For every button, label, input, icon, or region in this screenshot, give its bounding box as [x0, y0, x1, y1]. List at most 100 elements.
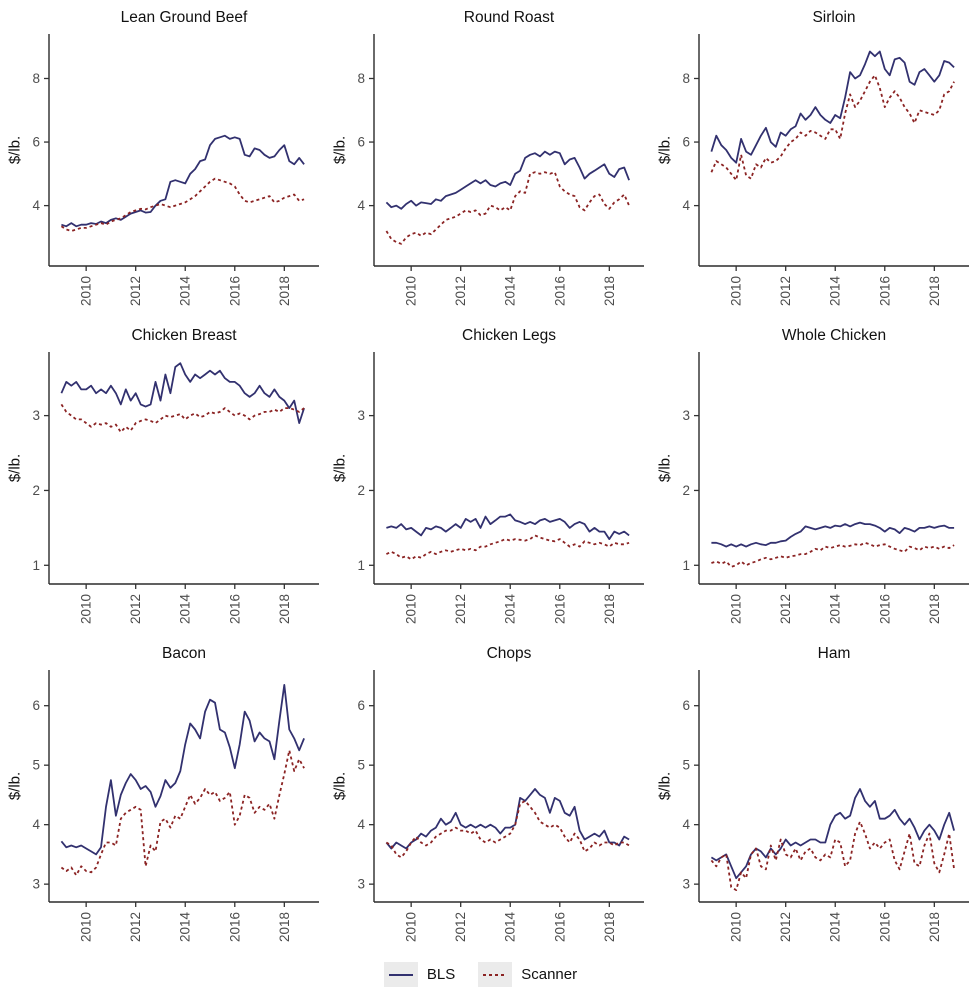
y-tick-label: 6 — [32, 135, 40, 150]
chart-title: Round Roast — [463, 9, 555, 26]
x-tick-label: 2010 — [729, 912, 744, 942]
x-tick-label: 2010 — [404, 594, 419, 624]
y-tick-label: 3 — [682, 408, 690, 423]
legend-key-bls — [383, 962, 418, 987]
x-tick-label: 2016 — [552, 276, 567, 306]
y-tick-label: 3 — [357, 877, 365, 892]
legend-label-scanner: Scanner — [521, 966, 578, 983]
x-tick-label: 2012 — [453, 594, 468, 624]
y-tick-label: 4 — [682, 817, 690, 832]
series-line-scanner — [386, 534, 630, 561]
x-tick-label: 2016 — [877, 912, 892, 942]
x-tick-label: 2012 — [453, 276, 468, 306]
x-tick-label: 2014 — [178, 276, 193, 307]
y-axis-label: $/lb. — [7, 454, 24, 482]
chart-title: Lean Ground Beef — [120, 9, 248, 26]
series-line-scanner — [60, 177, 305, 232]
chart-title: Whole Chicken — [781, 327, 887, 344]
chart-plot-ham: 3 4 5 6 2010 2012 2014 2016 2018 $/lb. — [657, 670, 969, 943]
y-tick-label: 4 — [682, 198, 690, 213]
x-tick-label: 2016 — [227, 276, 242, 306]
panel-chicken-legs: Chicken Legs 1 2 3 2010 2012 2014 2016 2018 $/lb… — [325, 318, 650, 636]
y-tick-label: 2 — [357, 483, 365, 498]
y-tick-label: 4 — [32, 198, 40, 213]
x-tick-label: 2012 — [453, 912, 468, 942]
chart-title: Ham — [817, 645, 851, 662]
series-line-scanner — [710, 820, 955, 892]
y-tick-label: 3 — [32, 877, 40, 892]
x-tick-label: 2012 — [128, 276, 143, 306]
x-tick-label: 2014 — [503, 276, 518, 307]
chart-grid: Lean Ground Beef 4 6 8 2010 2012 2014 2016 2018… — [0, 0, 975, 954]
legend-key-scanner — [478, 962, 513, 987]
x-tick-label: 2018 — [927, 276, 942, 306]
panel-lean-ground-beef: Lean Ground Beef 4 6 8 2010 2012 2014 2016 2018… — [0, 0, 325, 318]
x-tick-label: 2016 — [877, 594, 892, 624]
y-tick-label: 3 — [357, 408, 365, 423]
y-axis-label: $/lb. — [332, 772, 349, 800]
chart-plot-chops: 3 4 5 6 2010 2012 2014 2016 2018 $/lb. — [332, 670, 644, 943]
y-tick-label: 1 — [357, 558, 365, 573]
x-tick-label: 2018 — [277, 912, 292, 942]
x-tick-label: 2014 — [828, 276, 843, 307]
panel-sirloin: Sirloin 4 6 8 2010 2012 2014 2016 2018 $/lb. — [650, 0, 975, 318]
series-line-bls — [711, 521, 955, 548]
x-tick-label: 2014 — [828, 594, 843, 625]
panel-whole-chicken: Whole Chicken 1 2 3 2010 2012 2014 2016 2018 $/l… — [650, 318, 975, 636]
x-tick-label: 2018 — [277, 594, 292, 624]
x-tick-label: 2016 — [552, 912, 567, 942]
x-tick-label: 2016 — [227, 912, 242, 942]
scanner-line-sample-icon — [483, 973, 508, 976]
y-tick-label: 8 — [682, 71, 690, 86]
x-tick-label: 2012 — [778, 912, 793, 942]
x-tick-label: 2014 — [178, 594, 193, 625]
series-line-bls — [60, 683, 305, 856]
y-tick-label: 1 — [32, 558, 40, 573]
x-tick-label: 2018 — [602, 276, 617, 306]
x-tick-label: 2018 — [927, 594, 942, 624]
x-tick-label: 2014 — [503, 912, 518, 943]
chart-title: Chicken Breast — [131, 327, 237, 344]
y-tick-label: 8 — [357, 71, 365, 86]
chart-plot-lean-ground-beef: 4 6 8 2010 2012 2014 2016 2018 $/lb. — [7, 34, 319, 307]
x-tick-label: 2018 — [602, 594, 617, 624]
x-tick-label: 2018 — [927, 912, 942, 942]
y-tick-label: 3 — [682, 877, 690, 892]
bls-line-sample-icon — [388, 973, 413, 976]
y-axis-label: $/lb. — [332, 454, 349, 482]
chart-plot-whole-chicken: 1 2 3 2010 2012 2014 2016 2018 $/lb. — [657, 352, 969, 625]
y-tick-label: 5 — [357, 758, 365, 773]
y-tick-label: 3 — [32, 408, 40, 423]
chart-title: Chicken Legs — [462, 327, 556, 344]
x-tick-label: 2012 — [128, 594, 143, 624]
series-line-bls — [386, 513, 630, 541]
x-tick-label: 2012 — [778, 594, 793, 624]
series-line-scanner — [385, 799, 630, 859]
series-line-bls — [710, 50, 955, 164]
y-tick-label: 6 — [682, 698, 690, 713]
panel-ham: Ham 3 4 5 6 2010 2012 2014 2016 2018 $/lb. — [650, 636, 975, 954]
y-tick-label: 6 — [357, 135, 365, 150]
y-axis-label: $/lb. — [657, 454, 674, 482]
x-tick-label: 2016 — [227, 594, 242, 624]
y-axis-label: $/lb. — [657, 136, 674, 164]
panel-round-roast: Round Roast 4 6 8 2010 2012 2014 2016 2018 $/lb. — [325, 0, 650, 318]
panel-chops: Chops 3 4 5 6 2010 2012 2014 2016 2018 $/lb. — [325, 636, 650, 954]
x-tick-label: 2010 — [404, 276, 419, 306]
x-tick-label: 2012 — [778, 276, 793, 306]
series-line-scanner — [60, 749, 305, 877]
x-tick-label: 2014 — [828, 912, 843, 943]
y-axis-label: $/lb. — [657, 772, 674, 800]
panel-bacon: Bacon 3 4 5 6 2010 2012 2014 2016 2018 $/lb. — [0, 636, 325, 954]
series-line-bls — [60, 362, 305, 424]
y-axis-label: $/lb. — [7, 136, 24, 164]
series-line-bls — [385, 150, 630, 210]
chart-plot-bacon: 3 4 5 6 2010 2012 2014 2016 2018 $/lb. — [7, 670, 319, 942]
series-line-scanner — [710, 74, 955, 182]
series-line-bls — [385, 788, 630, 850]
x-tick-label: 2012 — [128, 912, 143, 942]
chart-plot-chicken-legs: 1 2 3 2010 2012 2014 2016 2018 $/lb. — [332, 352, 644, 625]
x-tick-label: 2014 — [503, 594, 518, 625]
series-line-scanner — [60, 403, 305, 433]
x-tick-label: 2010 — [729, 276, 744, 306]
